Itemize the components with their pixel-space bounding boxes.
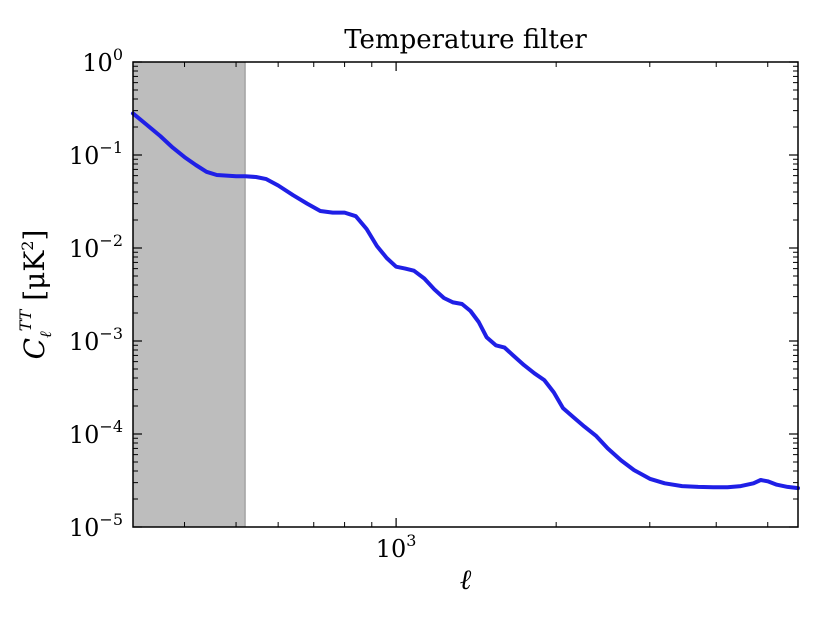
ticks-layer: 100 10−1 10−2 10−3 10−4 10−5 103 bbox=[69, 45, 798, 563]
y-tick-label: 10−2 bbox=[69, 231, 123, 263]
y-tick-label: 10−4 bbox=[69, 417, 123, 449]
plot-frame bbox=[132, 61, 799, 528]
y-tick-label: 10−1 bbox=[69, 138, 123, 170]
y-axis-label: CℓTT [μK2] bbox=[16, 230, 55, 360]
chart-title: Temperature filter bbox=[344, 25, 587, 55]
series-layer bbox=[131, 62, 800, 527]
x-axis-label: ℓ bbox=[460, 563, 472, 596]
y-tick-label: 10−5 bbox=[69, 510, 123, 542]
series-line-0 bbox=[131, 111, 800, 491]
x-tick-label: 103 bbox=[376, 531, 417, 563]
excluded-region-shading bbox=[133, 62, 246, 527]
y-tick-label: 100 bbox=[82, 45, 123, 77]
y-tick-label: 10−3 bbox=[69, 324, 123, 356]
